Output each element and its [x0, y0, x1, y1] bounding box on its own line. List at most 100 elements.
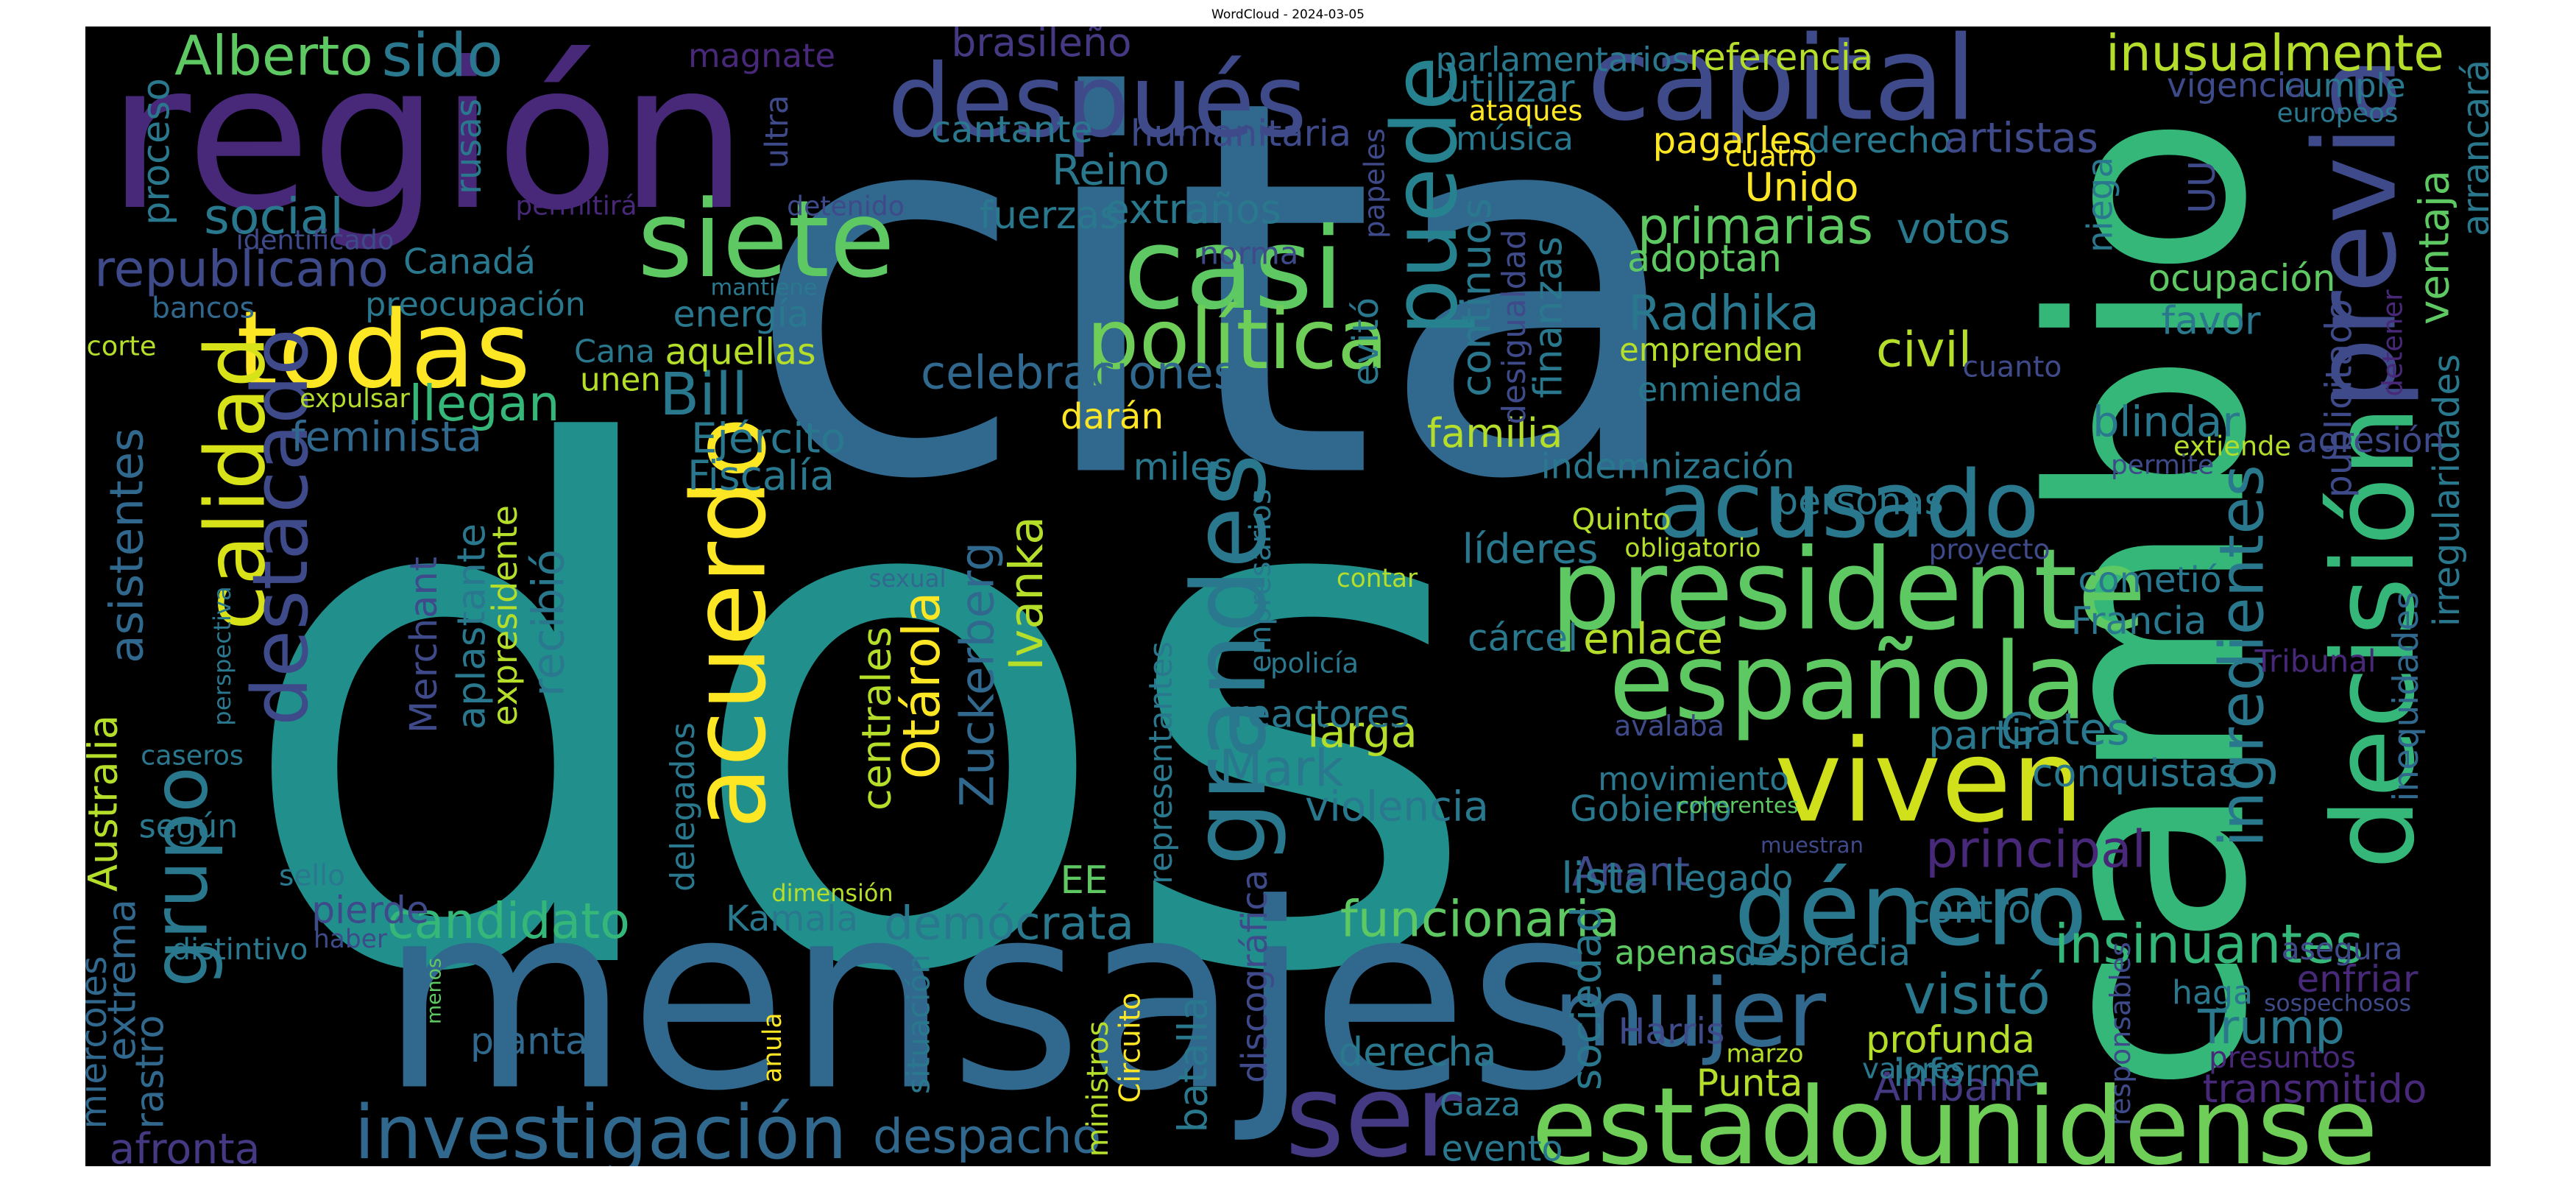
word-text: marzo: [1726, 1040, 1803, 1068]
word-text: anula: [758, 1012, 788, 1082]
word-text: favor: [2162, 299, 2261, 344]
word-situacion: situación: [901, 954, 937, 1094]
word-anula: anula: [758, 1012, 788, 1082]
word-estadounidense: estadounidense: [1532, 1065, 2378, 1166]
word-proceso: proceso: [135, 78, 178, 225]
word-text: continuos: [1453, 198, 1501, 397]
word-text: ventaja: [2411, 170, 2459, 325]
word-text: avalaba: [1614, 710, 1724, 742]
word-planta: planta: [470, 1020, 588, 1063]
word-text: corte: [87, 331, 157, 362]
word-text: demócrata: [884, 897, 1134, 950]
word-reino: Reino: [1052, 146, 1170, 195]
word-text: vigencia: [2167, 66, 2307, 105]
word-expulsar: expulsar: [300, 384, 410, 414]
word-text: ocupación: [2148, 257, 2336, 300]
word-tribunal: Tribunal: [2254, 643, 2377, 680]
word-text: votos: [1897, 205, 2011, 253]
word-text: enfriar: [2296, 958, 2418, 1001]
word-carcel: cárcel: [1468, 616, 1578, 660]
word-apenas: apenas: [1615, 934, 1736, 973]
word-ventaja: ventaja: [2411, 170, 2459, 325]
word-grupo: grupo: [138, 766, 225, 987]
word-text: contar: [1337, 564, 1418, 593]
word-text: Punta: [1696, 1062, 1803, 1105]
word-text: Reino: [1052, 146, 1170, 195]
word-text: Otárola: [893, 592, 952, 780]
word-partir: partir: [1928, 711, 2039, 758]
word-responsables: responsables: [2104, 942, 2137, 1126]
word-text: viven: [1774, 715, 2084, 848]
word-rastro: rastro: [128, 1015, 173, 1129]
word-ministros: ministros: [1081, 1021, 1115, 1157]
word-ataques: ataques: [1469, 95, 1583, 128]
word-text: calidad: [189, 336, 284, 630]
word-fuerzas: fuerzas: [980, 194, 1119, 238]
word-ivanka: Ivanka: [999, 516, 1053, 671]
word-text: Ejército: [691, 415, 846, 463]
word-text: profunda: [1866, 1019, 2035, 1062]
word-mark: Mark: [1219, 739, 1344, 798]
word-text: previa: [2290, 56, 2422, 409]
word-text: detener: [2377, 289, 2409, 397]
word-text: cometió: [2078, 560, 2221, 601]
word-rusas: rusas: [448, 99, 489, 194]
word-text: Bill: [659, 361, 748, 428]
word-segun: según: [139, 808, 238, 846]
word-sido: sido: [381, 27, 503, 91]
word-valores: valores: [1862, 1053, 1965, 1086]
word-text: puede: [1373, 56, 1477, 336]
word-recibio: recibió: [524, 549, 575, 696]
word-text: transmitido: [2203, 1066, 2427, 1112]
word-enlace: enlace: [1583, 615, 1723, 664]
word-niega: niega: [2081, 157, 2121, 253]
word-uu: UU: [2181, 161, 2223, 214]
word-text: cita: [744, 27, 1694, 593]
word-asistentes: asistentes: [100, 428, 154, 663]
word-text: policía: [1270, 648, 1359, 680]
word-text: adoptan: [1627, 237, 1782, 281]
word-candidato: candidato: [387, 892, 630, 950]
word-text: preocupación: [365, 286, 586, 324]
word-text: desigualdad: [1496, 230, 1533, 425]
word-text: dos: [233, 303, 1484, 1127]
word-cantante: cantante: [931, 108, 1093, 151]
word-text: ingredientes: [2207, 465, 2278, 847]
word-norma: norma: [1200, 236, 1299, 272]
word-text: social: [204, 188, 344, 245]
word-distintivo: distintivo: [172, 933, 308, 967]
word-energia: energía: [673, 294, 810, 336]
word-text: identificado: [236, 225, 394, 256]
word-unido: Unido: [1745, 164, 1859, 211]
word-larga: larga: [1307, 707, 1418, 758]
word-text: cárcel: [1468, 616, 1578, 660]
word-pierde: pierde: [311, 889, 429, 932]
word-text: decisión: [2309, 406, 2440, 870]
word-dos: dos: [233, 303, 1484, 1127]
word-text: permite: [2111, 451, 2214, 481]
word-text: control: [1909, 888, 2042, 932]
word-acuerdo: acuerdo: [670, 417, 789, 829]
word-text: agresión: [2297, 420, 2444, 460]
word-text: cumple: [2284, 66, 2405, 105]
word-text: detenido: [787, 191, 905, 222]
word-text: casi: [1123, 204, 1344, 335]
word-continuos: continuos: [1453, 198, 1501, 397]
word-text: música: [1456, 119, 1574, 158]
word-ambani: Ambani: [1874, 1064, 2025, 1110]
word-text: centrales: [854, 627, 900, 811]
word-merchant: Merchant: [402, 557, 446, 733]
word-ser: ser: [1285, 1050, 1462, 1167]
word-detenido: detenido: [787, 191, 905, 222]
word-reactores: reactores: [1233, 694, 1409, 737]
word-mantiene: mantiene: [710, 275, 817, 301]
word-celebraciones: celebraciones: [921, 346, 1237, 400]
word-preocupacion: preocupación: [365, 286, 586, 324]
word-funcionaria: funcionaria: [1340, 890, 1620, 948]
word-enfriar: enfriar: [2296, 958, 2418, 1001]
word-text: mujer: [1554, 959, 1827, 1068]
word-text: darán: [1061, 396, 1164, 437]
word-casi: casi: [1123, 204, 1344, 335]
word-text: republicano: [94, 241, 389, 299]
word-text: haga: [2172, 975, 2253, 1012]
